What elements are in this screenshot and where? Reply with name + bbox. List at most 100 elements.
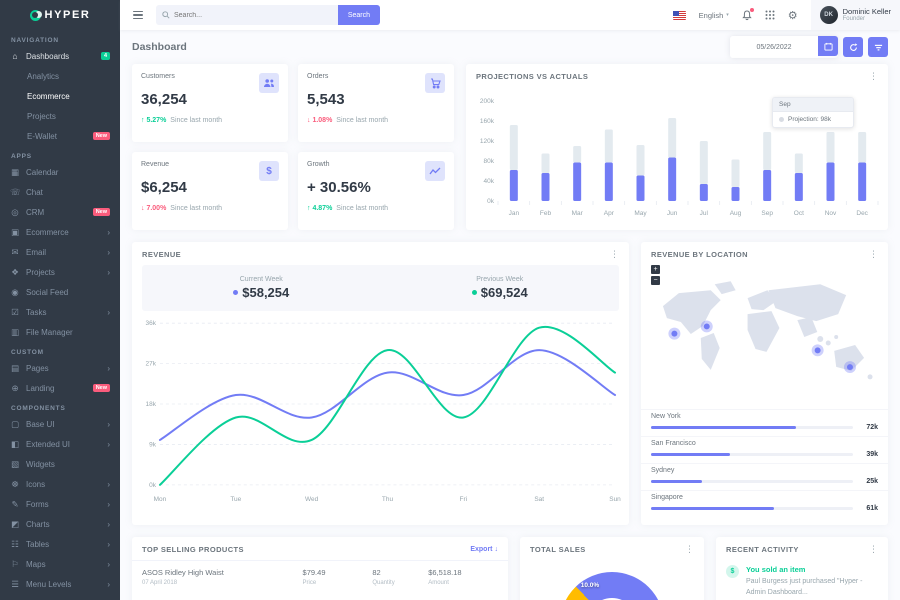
sidebar-item-file-manager[interactable]: ▥ File Manager <box>0 322 120 342</box>
activity-item[interactable]: $ You sold an item Paul Burgess just purch… <box>716 558 888 599</box>
revenue-line-chart: 0k 9k 18k 27k 36k Mon Tue Wed Thu Fri Sat Sun <box>132 315 629 520</box>
stat-change-percent: ↑ 5.27% <box>141 117 167 124</box>
sidebar-item-landing[interactable]: ⊕ Landing New <box>0 378 120 398</box>
sidebar-badge: New <box>92 132 110 140</box>
svg-text:Sep: Sep <box>761 210 773 217</box>
sidebar-item-label: Projects <box>27 111 56 121</box>
sidebar-item-base-ui[interactable]: ▢ Base UI › <box>0 414 120 434</box>
revenue-card: REVENUE ⋮ Current Week $58,254 Previous … <box>132 242 629 525</box>
stat-change-percent: ↓ 1.08% <box>307 117 333 124</box>
kebab-menu-icon[interactable]: ⋮ <box>869 249 878 259</box>
sidebar-item-ecommerce[interactable]: ▣ Ecommerce › <box>0 222 120 242</box>
product-amount: $6,518.18 <box>428 568 462 577</box>
location-bar: 61k <box>651 505 878 512</box>
price-sublabel: Price <box>302 580 317 586</box>
sidebar-item-maps[interactable]: ⚐ Maps › <box>0 554 120 574</box>
sidebar-item-icons[interactable]: ☸ Icons › <box>0 474 120 494</box>
revenue-card-title: REVENUE <box>142 250 182 259</box>
map-zoom-in-button[interactable]: + <box>651 265 660 274</box>
location-value: 25k <box>866 478 878 485</box>
kebab-menu-icon[interactable]: ⋮ <box>610 249 619 259</box>
map-zoom-out-button[interactable]: − <box>651 276 660 285</box>
svg-text:Mar: Mar <box>572 210 584 217</box>
sidebar-item-label: CRM <box>26 207 45 217</box>
location-bar-track <box>651 453 853 456</box>
svg-text:Jan: Jan <box>509 210 520 217</box>
sidebar-item-e-wallet[interactable]: E-Wallet New <box>0 126 120 146</box>
cart-icon <box>425 73 445 93</box>
location-name: Singapore <box>651 494 683 501</box>
export-label: Export <box>470 546 493 553</box>
stat-change-note: Since last month <box>336 117 389 124</box>
language-dropdown[interactable]: English ▾ <box>699 11 729 20</box>
sidebar-item-label: Maps <box>26 559 46 569</box>
svg-text:120k: 120k <box>480 138 495 145</box>
sidebar-item-label: Tasks <box>26 307 47 317</box>
sidebar-item-tables[interactable]: ☷ Tables › <box>0 534 120 554</box>
map-marker-sydney <box>843 361 856 374</box>
menu-toggle-icon[interactable] <box>130 8 146 23</box>
total-sales-card: TOTAL SALES ⋮ 10.0% <box>520 537 704 600</box>
kebab-menu-icon[interactable]: ⋮ <box>869 544 878 554</box>
us-flag-icon <box>672 10 686 20</box>
chat-icon: ☏ <box>10 186 21 197</box>
brand-logo[interactable]: HYPER <box>0 0 120 30</box>
kebab-menu-icon[interactable]: ⋮ <box>869 71 878 81</box>
chevron-right-icon: › <box>107 247 110 257</box>
stat-change-note: Since last month <box>336 205 389 212</box>
activity-body: You sold an item Paul Burgess just purcha… <box>746 565 878 599</box>
filter-button[interactable] <box>868 37 888 57</box>
user-menu[interactable]: DK Dominic Keller Founder <box>810 0 900 30</box>
sidebar-section-apps: APPS <box>11 153 32 160</box>
sidebar-item-charts[interactable]: ◩ Charts › <box>0 514 120 534</box>
kebab-menu-icon[interactable]: ⋮ <box>685 544 694 554</box>
sidebar-item-projects[interactable]: Projects <box>0 106 120 126</box>
download-icon: ↓ <box>494 546 499 553</box>
svg-text:0k: 0k <box>487 198 495 205</box>
sidebar-item-widgets[interactable]: ▧ Widgets <box>0 454 120 474</box>
sidebar-item-label: Extended UI <box>26 439 71 449</box>
stat-value: + 30.56% <box>307 179 371 196</box>
map-marker-new-york <box>700 320 713 333</box>
location-bar-fill <box>651 453 730 456</box>
product-name: ASOS Ridley High Waist <box>142 568 224 577</box>
location-bar-fill <box>651 480 702 483</box>
chevron-right-icon: › <box>107 539 110 549</box>
sidebar-item-label: Dashboards <box>26 51 70 61</box>
activity-card-title: RECENT ACTIVITY <box>726 545 799 554</box>
sidebar-item-ecommerce[interactable]: Ecommerce <box>0 86 120 106</box>
sidebar-item-dashboards[interactable]: ⌂ Dashboards 4 <box>0 46 120 66</box>
date-range-input[interactable] <box>730 36 818 58</box>
sidebar-item-pages[interactable]: ▤ Pages › <box>0 358 120 378</box>
sidebar-item-label: File Manager <box>26 327 73 337</box>
notifications-bell-icon[interactable] <box>742 7 754 21</box>
stat-change: ↓ 7.00% Since last month <box>141 205 279 212</box>
table-row[interactable]: ASOS Ridley High Waist 07 April 2018 $79.… <box>132 561 508 586</box>
sidebar-item-chat[interactable]: ☏ Chat <box>0 182 120 202</box>
sidebar-item-projects[interactable]: ❖ Projects › <box>0 262 120 282</box>
settings-gear-icon[interactable]: ⚙ <box>787 9 798 22</box>
stat-change-percent: ↓ 7.00% <box>141 205 167 212</box>
sidebar-item-forms[interactable]: ✎ Forms › <box>0 494 120 514</box>
sidebar-item-email[interactable]: ✉ Email › <box>0 242 120 262</box>
sidebar-item-extended-ui[interactable]: ◧ Extended UI › <box>0 434 120 454</box>
search-button[interactable]: Search <box>337 5 380 25</box>
svg-text:Dec: Dec <box>856 210 868 217</box>
sidebar-item-crm[interactable]: ◎ CRM New <box>0 202 120 222</box>
sidebar-item-analytics[interactable]: Analytics <box>0 66 120 86</box>
topbar: Search English ▾ ⚙ DK <box>120 0 900 30</box>
sidebar-item-menu-levels[interactable]: ☰ Menu Levels › <box>0 574 120 594</box>
sidebar-item-calendar[interactable]: ▦ Calendar <box>0 162 120 182</box>
sidebar-badge: New <box>92 208 110 216</box>
search-input[interactable] <box>170 11 338 19</box>
sidebar-item-social-feed[interactable]: ◉ Social Feed <box>0 282 120 302</box>
location-bar-fill <box>651 426 797 429</box>
current-week-label: Current Week <box>239 276 283 283</box>
refresh-button[interactable] <box>843 37 863 57</box>
sidebar-item-tasks[interactable]: ☑ Tasks › <box>0 302 120 322</box>
export-button[interactable]: Export ↓ <box>470 546 498 553</box>
brand-name: HYPER <box>44 9 91 21</box>
calendar-button[interactable] <box>818 36 838 56</box>
apps-grid-icon[interactable] <box>765 10 775 20</box>
chevron-right-icon: › <box>107 519 110 529</box>
